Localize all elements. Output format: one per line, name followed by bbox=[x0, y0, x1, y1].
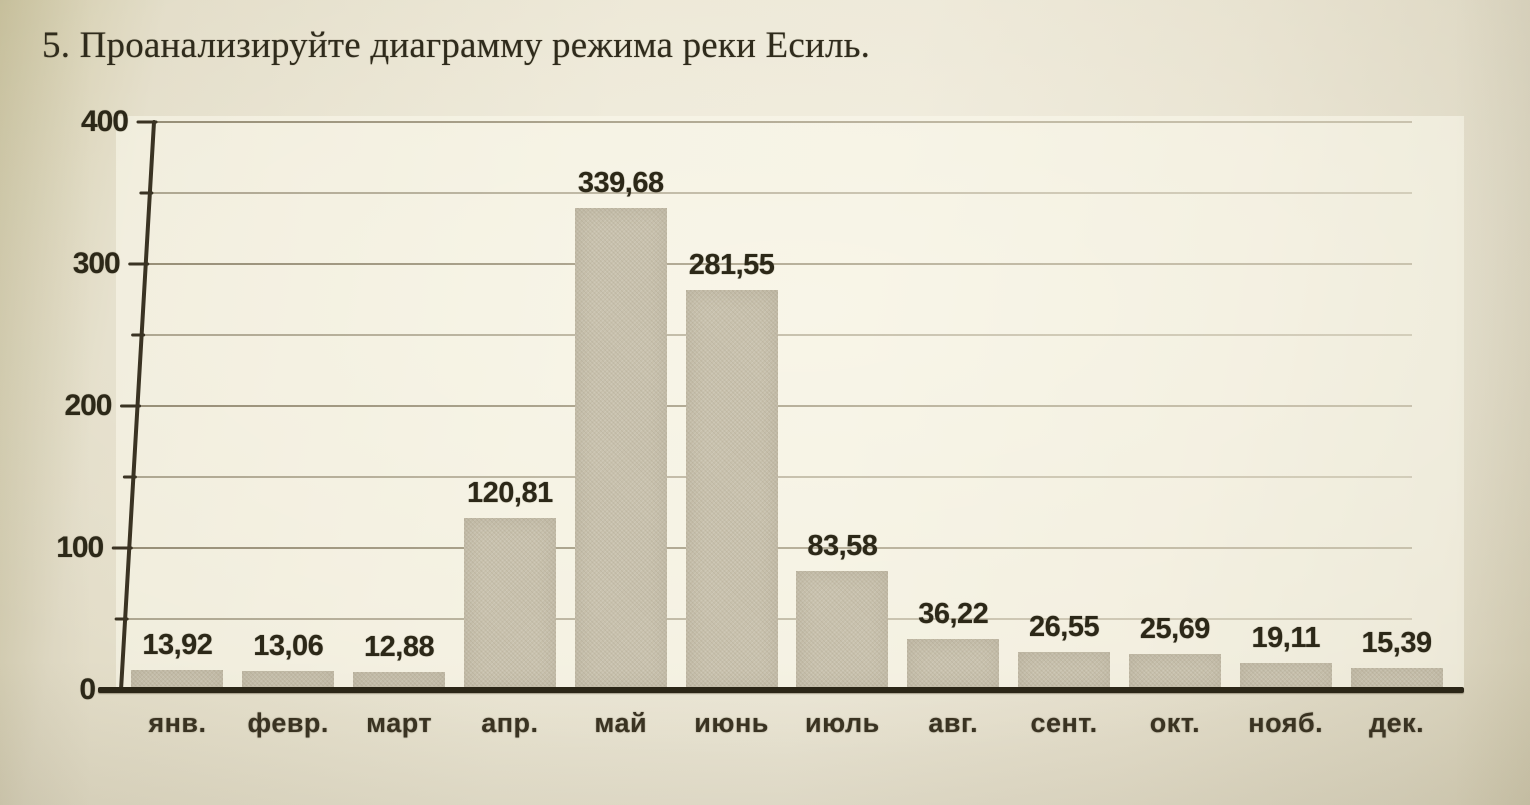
x-tick-label: май bbox=[594, 708, 648, 738]
bar-value-label: 13,06 bbox=[253, 630, 324, 663]
bar-value-label: 13,92 bbox=[142, 629, 213, 662]
exercise-title: 5. Проанализируйте диаграмму режима реки… bbox=[42, 25, 871, 66]
bar bbox=[131, 670, 224, 690]
bar bbox=[1239, 662, 1332, 690]
bar-value-label: 19,11 bbox=[1251, 621, 1321, 654]
bar-value-label: 15,39 bbox=[1361, 627, 1433, 660]
bar bbox=[907, 638, 1000, 690]
x-tick-label: июнь bbox=[694, 708, 769, 738]
x-tick-label: авг. bbox=[928, 708, 979, 738]
x-tick-label: июль bbox=[805, 708, 880, 738]
gridline bbox=[145, 263, 1412, 265]
bar bbox=[1128, 653, 1221, 690]
x-tick-label: апр. bbox=[481, 708, 539, 738]
bar bbox=[796, 571, 889, 690]
y-tick-label: 100 bbox=[56, 531, 104, 564]
bar bbox=[574, 207, 667, 690]
bar-value-label: 12,88 bbox=[364, 630, 435, 663]
bar bbox=[242, 671, 335, 690]
bar bbox=[1018, 652, 1111, 690]
bar-value-label: 83,58 bbox=[807, 530, 878, 563]
y-tick-label: 0 bbox=[79, 673, 96, 706]
gridline bbox=[149, 192, 1412, 194]
x-tick-label: февр. bbox=[247, 708, 329, 738]
x-tick-label: март bbox=[366, 708, 433, 738]
x-tick-label: сент. bbox=[1030, 708, 1098, 738]
plot-background bbox=[116, 116, 1464, 690]
y-tick-label: 300 bbox=[72, 247, 121, 280]
bar bbox=[463, 518, 556, 690]
x-tick-label: нояб. bbox=[1248, 708, 1324, 738]
x-axis-line bbox=[98, 687, 1464, 693]
y-tick-label: 200 bbox=[64, 389, 112, 422]
x-tick-label: дек. bbox=[1368, 708, 1425, 738]
bar bbox=[685, 290, 778, 690]
bar-value-label: 25,69 bbox=[1139, 612, 1211, 645]
bar-value-label: 26,55 bbox=[1029, 611, 1100, 644]
y-tick-label: 400 bbox=[80, 105, 129, 138]
bar bbox=[1350, 668, 1443, 690]
bar-value-label: 339,68 bbox=[577, 166, 664, 199]
x-tick-label: янв. bbox=[148, 708, 207, 738]
bar-value-label: 36,22 bbox=[918, 597, 989, 630]
bar-value-label: 120,81 bbox=[467, 477, 553, 510]
bar-value-label: 281,55 bbox=[688, 249, 775, 282]
bar bbox=[353, 671, 446, 690]
gridline bbox=[154, 121, 1412, 123]
x-tick-label: окт. bbox=[1149, 708, 1201, 738]
